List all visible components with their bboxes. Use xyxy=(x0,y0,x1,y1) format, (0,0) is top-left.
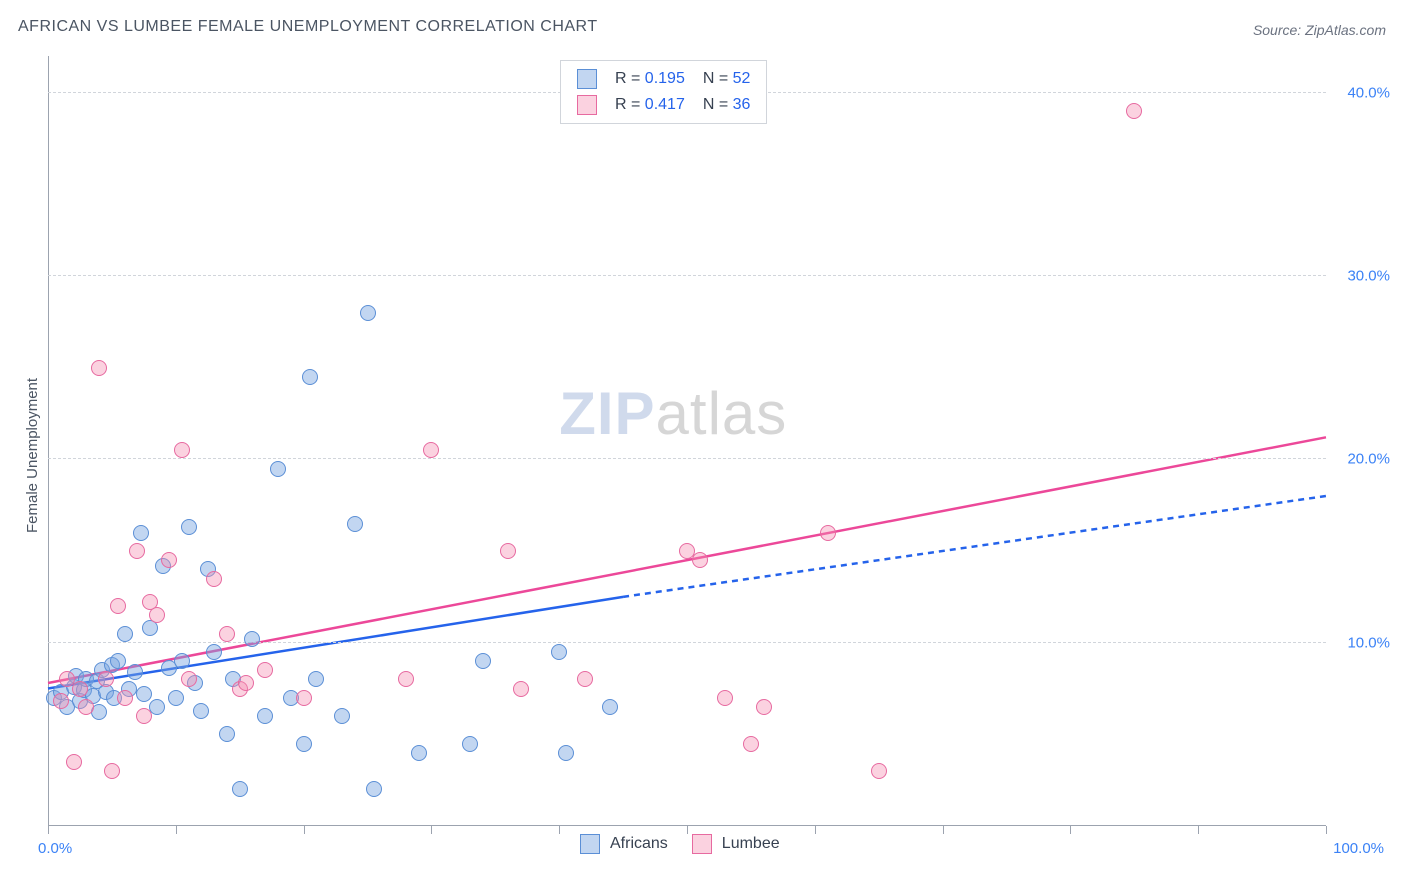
data-point-africans xyxy=(193,703,209,719)
data-point-africans xyxy=(475,653,491,669)
series-legend: Africans Lumbee xyxy=(580,834,780,854)
data-point-africans xyxy=(302,369,318,385)
data-point-lumbee xyxy=(717,690,733,706)
data-point-africans xyxy=(110,653,126,669)
data-point-lumbee xyxy=(1126,103,1142,119)
y-axis-label: Female Unemployment xyxy=(24,378,41,533)
data-point-lumbee xyxy=(117,690,133,706)
data-point-africans xyxy=(411,745,427,761)
data-point-africans xyxy=(181,519,197,535)
data-point-lumbee xyxy=(181,671,197,687)
x-tick xyxy=(687,826,688,834)
data-point-africans xyxy=(136,686,152,702)
x-tick xyxy=(815,826,816,834)
x-axis-min-label: 0.0% xyxy=(38,840,72,857)
data-point-africans xyxy=(334,708,350,724)
data-point-lumbee xyxy=(743,736,759,752)
data-point-lumbee xyxy=(174,442,190,458)
x-tick xyxy=(1070,826,1071,834)
legend-row-africans: R = 0.195N = 52 xyxy=(569,67,758,91)
data-point-lumbee xyxy=(161,552,177,568)
data-point-africans xyxy=(232,781,248,797)
x-tick xyxy=(48,826,49,834)
data-point-africans xyxy=(206,644,222,660)
legend-item-lumbee: Lumbee xyxy=(692,834,780,854)
data-point-lumbee xyxy=(129,543,145,559)
data-point-lumbee xyxy=(577,671,593,687)
data-point-africans xyxy=(347,516,363,532)
data-point-africans xyxy=(551,644,567,660)
source-attribution: Source: ZipAtlas.com xyxy=(1253,22,1386,38)
data-point-lumbee xyxy=(871,763,887,779)
data-point-lumbee xyxy=(513,681,529,697)
data-point-africans xyxy=(244,631,260,647)
data-point-africans xyxy=(602,699,618,715)
data-point-africans xyxy=(219,726,235,742)
legend-item-africans: Africans xyxy=(580,834,668,854)
data-point-africans xyxy=(257,708,273,724)
data-point-africans xyxy=(366,781,382,797)
chart-plot-area: ZIPatlas 10.0%20.0%30.0%40.0% xyxy=(48,56,1326,826)
gridline xyxy=(48,275,1326,276)
data-point-lumbee xyxy=(500,543,516,559)
data-point-lumbee xyxy=(206,571,222,587)
data-point-africans xyxy=(174,653,190,669)
correlation-legend: R = 0.195N = 52R = 0.417N = 36 xyxy=(560,60,767,124)
x-tick xyxy=(943,826,944,834)
data-point-africans xyxy=(270,461,286,477)
x-tick xyxy=(559,826,560,834)
x-axis-max-label: 100.0% xyxy=(1333,840,1384,857)
x-tick xyxy=(431,826,432,834)
x-tick xyxy=(1326,826,1327,834)
data-point-lumbee xyxy=(66,754,82,770)
data-point-africans xyxy=(308,671,324,687)
y-tick-label: 20.0% xyxy=(1347,451,1390,468)
data-point-lumbee xyxy=(219,626,235,642)
gridline xyxy=(48,642,1326,643)
data-point-africans xyxy=(168,690,184,706)
y-tick-label: 40.0% xyxy=(1347,84,1390,101)
data-point-lumbee xyxy=(136,708,152,724)
data-point-lumbee xyxy=(72,681,88,697)
trendlines-layer xyxy=(48,56,1326,826)
legend-row-lumbee: R = 0.417N = 36 xyxy=(569,93,758,117)
data-point-lumbee xyxy=(296,690,312,706)
data-point-lumbee xyxy=(820,525,836,541)
data-point-lumbee xyxy=(238,675,254,691)
data-point-lumbee xyxy=(104,763,120,779)
data-point-lumbee xyxy=(91,360,107,376)
y-tick-label: 30.0% xyxy=(1347,268,1390,285)
data-point-lumbee xyxy=(257,662,273,678)
data-point-africans xyxy=(558,745,574,761)
data-point-africans xyxy=(296,736,312,752)
gridline xyxy=(48,458,1326,459)
data-point-africans xyxy=(117,626,133,642)
data-point-lumbee xyxy=(149,607,165,623)
data-point-lumbee xyxy=(110,598,126,614)
x-tick xyxy=(304,826,305,834)
data-point-lumbee xyxy=(692,552,708,568)
data-point-lumbee xyxy=(423,442,439,458)
y-tick-label: 10.0% xyxy=(1347,634,1390,651)
data-point-lumbee xyxy=(398,671,414,687)
data-point-africans xyxy=(133,525,149,541)
data-point-lumbee xyxy=(78,699,94,715)
data-point-africans xyxy=(462,736,478,752)
data-point-africans xyxy=(127,664,143,680)
data-point-africans xyxy=(360,305,376,321)
chart-title: AFRICAN VS LUMBEE FEMALE UNEMPLOYMENT CO… xyxy=(18,18,598,36)
x-tick xyxy=(1198,826,1199,834)
data-point-lumbee xyxy=(98,671,114,687)
data-point-lumbee xyxy=(53,693,69,709)
x-tick xyxy=(176,826,177,834)
data-point-lumbee xyxy=(756,699,772,715)
